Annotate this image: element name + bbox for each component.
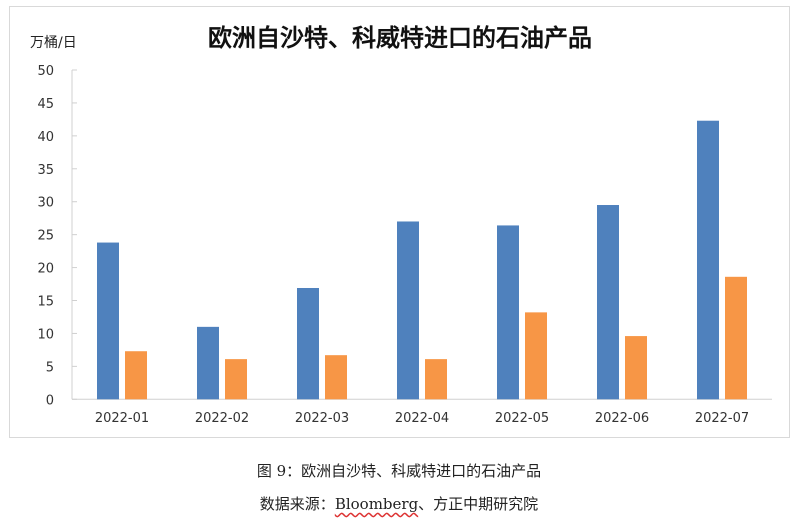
source-brand: Bloomberg xyxy=(334,495,419,513)
y-tick-label: 15 xyxy=(37,295,54,310)
bar-2022-07-1 xyxy=(725,276,747,400)
bar-2022-04-0 xyxy=(397,221,419,400)
x-tick-label: 2022-06 xyxy=(595,411,649,426)
x-tick-label: 2022-01 xyxy=(95,411,149,426)
x-tick-label: 2022-04 xyxy=(395,411,449,426)
y-axis-label: 万桶/日 xyxy=(30,35,77,51)
y-tick-label: 40 xyxy=(37,130,54,145)
y-tick-label: 25 xyxy=(37,229,54,244)
chart-frame xyxy=(9,6,790,438)
bar-2022-02-0 xyxy=(197,326,219,400)
y-tick-label: 20 xyxy=(37,262,54,277)
y-tick-label: 0 xyxy=(46,393,54,408)
x-tick-label: 2022-07 xyxy=(695,411,749,426)
bar-2022-03-1 xyxy=(325,355,347,400)
source-caption: 数据来源：Bloomberg、方正中期研究院 xyxy=(0,493,798,514)
source-prefix: 数据来源： xyxy=(259,495,335,513)
source-suffix: 、方正中期研究院 xyxy=(418,495,539,513)
figure-caption: 图 9：欧洲自沙特、科威特进口的石油产品 xyxy=(256,462,542,480)
bar-2022-03-0 xyxy=(297,287,319,400)
bar-2022-07-0 xyxy=(697,120,719,400)
bar-2022-01-0 xyxy=(97,242,119,400)
y-tick-label: 35 xyxy=(37,163,54,178)
bar-2022-05-0 xyxy=(497,225,519,400)
bar-2022-04-1 xyxy=(425,359,447,400)
y-tick-label: 30 xyxy=(37,196,54,211)
bar-2022-06-1 xyxy=(625,336,647,400)
bar-2022-02-1 xyxy=(225,359,247,400)
y-tick-label: 10 xyxy=(37,327,54,342)
x-tick-label: 2022-03 xyxy=(295,411,349,426)
chart-title: 欧洲自沙特、科威特进口的石油产品 xyxy=(208,23,592,52)
y-tick-label: 5 xyxy=(46,360,54,375)
bar-chart: 欧洲自沙特、科威特进口的石油产品 万桶/日 0 5 10 15 20 25 30 35 40 45… xyxy=(30,23,772,426)
bar-2022-05-1 xyxy=(525,312,547,400)
y-tick-label: 45 xyxy=(37,97,54,112)
x-tick-label: 2022-02 xyxy=(195,411,249,426)
y-tick-label: 50 xyxy=(37,64,54,79)
bar-2022-01-1 xyxy=(125,351,147,400)
bar-2022-06-0 xyxy=(597,205,619,400)
x-tick-label: 2022-05 xyxy=(495,411,549,426)
